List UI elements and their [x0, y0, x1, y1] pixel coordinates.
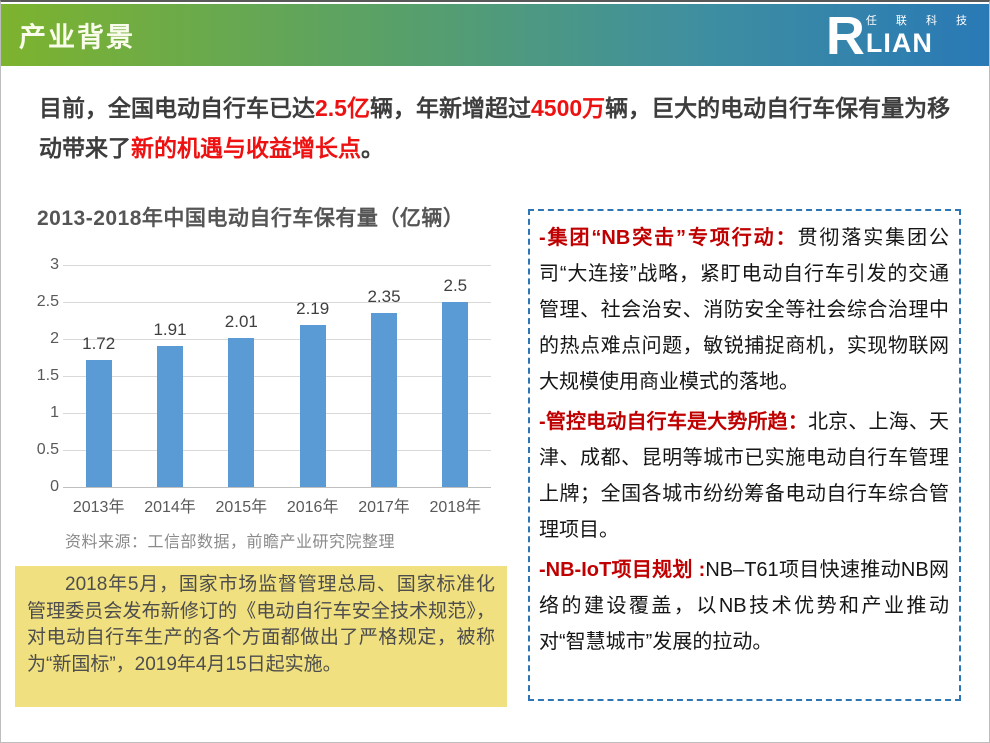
bar-value-label: 2.19	[296, 298, 330, 318]
y-tick-label: 2	[50, 330, 59, 347]
bar-2016年	[299, 324, 326, 487]
panel-bullet: -管控电动自行车是大势所趋：北京、上海、天津、成都、昆明等城市已实施电动自行车管…	[539, 404, 949, 548]
y-tick-label: 2.5	[36, 293, 59, 310]
gridline	[63, 450, 491, 451]
bar-2017年	[371, 313, 397, 487]
panel-bullet: -集团“NB突击”专项行动：贯彻落实集团公司“大连接”战略，紧盯电动自行车引发的…	[539, 220, 949, 400]
y-tick-label: 3	[50, 256, 59, 273]
logo-lian-text: LIAN	[865, 28, 933, 58]
bar-2014年	[157, 345, 183, 487]
gridline	[63, 487, 491, 488]
header-bar: 产业背景 R 任 联 科 技 LIAN	[1, 4, 989, 66]
gridline	[63, 376, 491, 377]
logo-text-column: 任 联 科 技 LIAN	[866, 12, 975, 58]
info-panel: -集团“NB突击”专项行动：贯彻落实集团公司“大连接”战略，紧盯电动自行车引发的…	[528, 209, 961, 701]
x-tick-label: 2014年	[144, 499, 196, 516]
gridline	[63, 339, 491, 340]
x-tick-label: 2018年	[429, 499, 482, 516]
bar-2018年	[442, 302, 469, 487]
x-tick-label: 2016年	[286, 499, 339, 516]
chart-title: 2013-2018年中国电动自行车保有量（亿辆）	[37, 207, 465, 230]
panel-bullet-lead: -集团“NB突击”专项行动：	[539, 227, 798, 249]
intro-text: 目前，全国电动自行车已达2.5亿辆，年新增超过4500万辆，巨大的电动自行车保有…	[39, 88, 961, 168]
bar-chart: 0 0.5 1 1.5 2 2.5 3 1.72 2013年 1.91 2014年 2.01 2015年…	[37, 252, 501, 520]
bar-value-label: 2.01	[224, 312, 258, 332]
intro-segment: 辆，巨大的电动自行车保有量为移动带来了	[39, 95, 951, 161]
panel-bullet-lead: -管控电动自行车是大势所趋：	[539, 411, 808, 433]
panel-bullet-body: NB–T61项目快速推动NB网络的建设覆盖，以NB技术优势和产业推动对“智慧城市…	[539, 559, 949, 653]
panel-bullet: -NB-IoT项目规划 :NB–T61项目快速推动NB网络的建设覆盖，以NB技术…	[539, 552, 949, 660]
bar-2015年	[228, 338, 255, 487]
bar-value-label: 1.72	[82, 333, 116, 353]
intro-segment: 。	[361, 135, 384, 161]
panel-bullet-body: 贯彻落实集团公司“大连接”战略，紧盯电动自行车引发的交通管理、社会治安、消防安全…	[539, 227, 949, 393]
intro-segment: 2.5亿	[315, 95, 370, 121]
intro-segment: 辆，年新增超过	[369, 95, 531, 121]
chart-plot: 0 0.5 1 1.5 2 2.5 3 1.72 2013年 1.91 2014年 2.01 2015年…	[37, 256, 491, 516]
panel-bullet-body: 北京、上海、天津、成都、昆明等城市已实施电动自行车管理上牌；全国各城市纷纷筹备电…	[539, 411, 949, 541]
gridline	[63, 413, 491, 414]
y-tick-label: 1.5	[36, 367, 59, 384]
x-tick-label: 2015年	[215, 499, 268, 516]
chart-source: 资料来源：工信部数据，前瞻产业研究院整理	[65, 534, 396, 551]
logo-company-name: 任 联 科 技	[865, 15, 975, 27]
company-logo: R 任 联 科 技 LIAN	[825, 5, 975, 66]
intro-segment: 新的机遇与收益增长点	[131, 135, 361, 161]
bar-value-label: 1.91	[153, 319, 187, 339]
panel-bullet-lead: -NB-IoT项目规划 :	[539, 559, 706, 581]
x-tick-label: 2017年	[358, 499, 410, 516]
page-title: 产业背景	[19, 22, 135, 53]
gridline	[63, 265, 491, 266]
y-tick-label: 1	[50, 404, 59, 421]
intro-segment: 目前，全国电动自行车已达	[39, 95, 315, 121]
bar-value-label: 2.5	[443, 276, 468, 295]
logo-r-letter: R	[825, 5, 865, 66]
intro-segment: 4500万	[530, 95, 606, 121]
y-tick-label: 0.5	[36, 441, 59, 458]
bar-value-label: 2.35	[367, 287, 401, 307]
x-tick-label: 2013年	[72, 499, 125, 516]
regulation-note-box: 2018年5月，国家市场监督管理总局、国家标准化管理委员会发布新修订的《电动自行…	[15, 566, 507, 707]
bar-2013年	[85, 359, 112, 487]
gridline	[63, 302, 491, 303]
y-tick-label: 0	[50, 478, 59, 495]
